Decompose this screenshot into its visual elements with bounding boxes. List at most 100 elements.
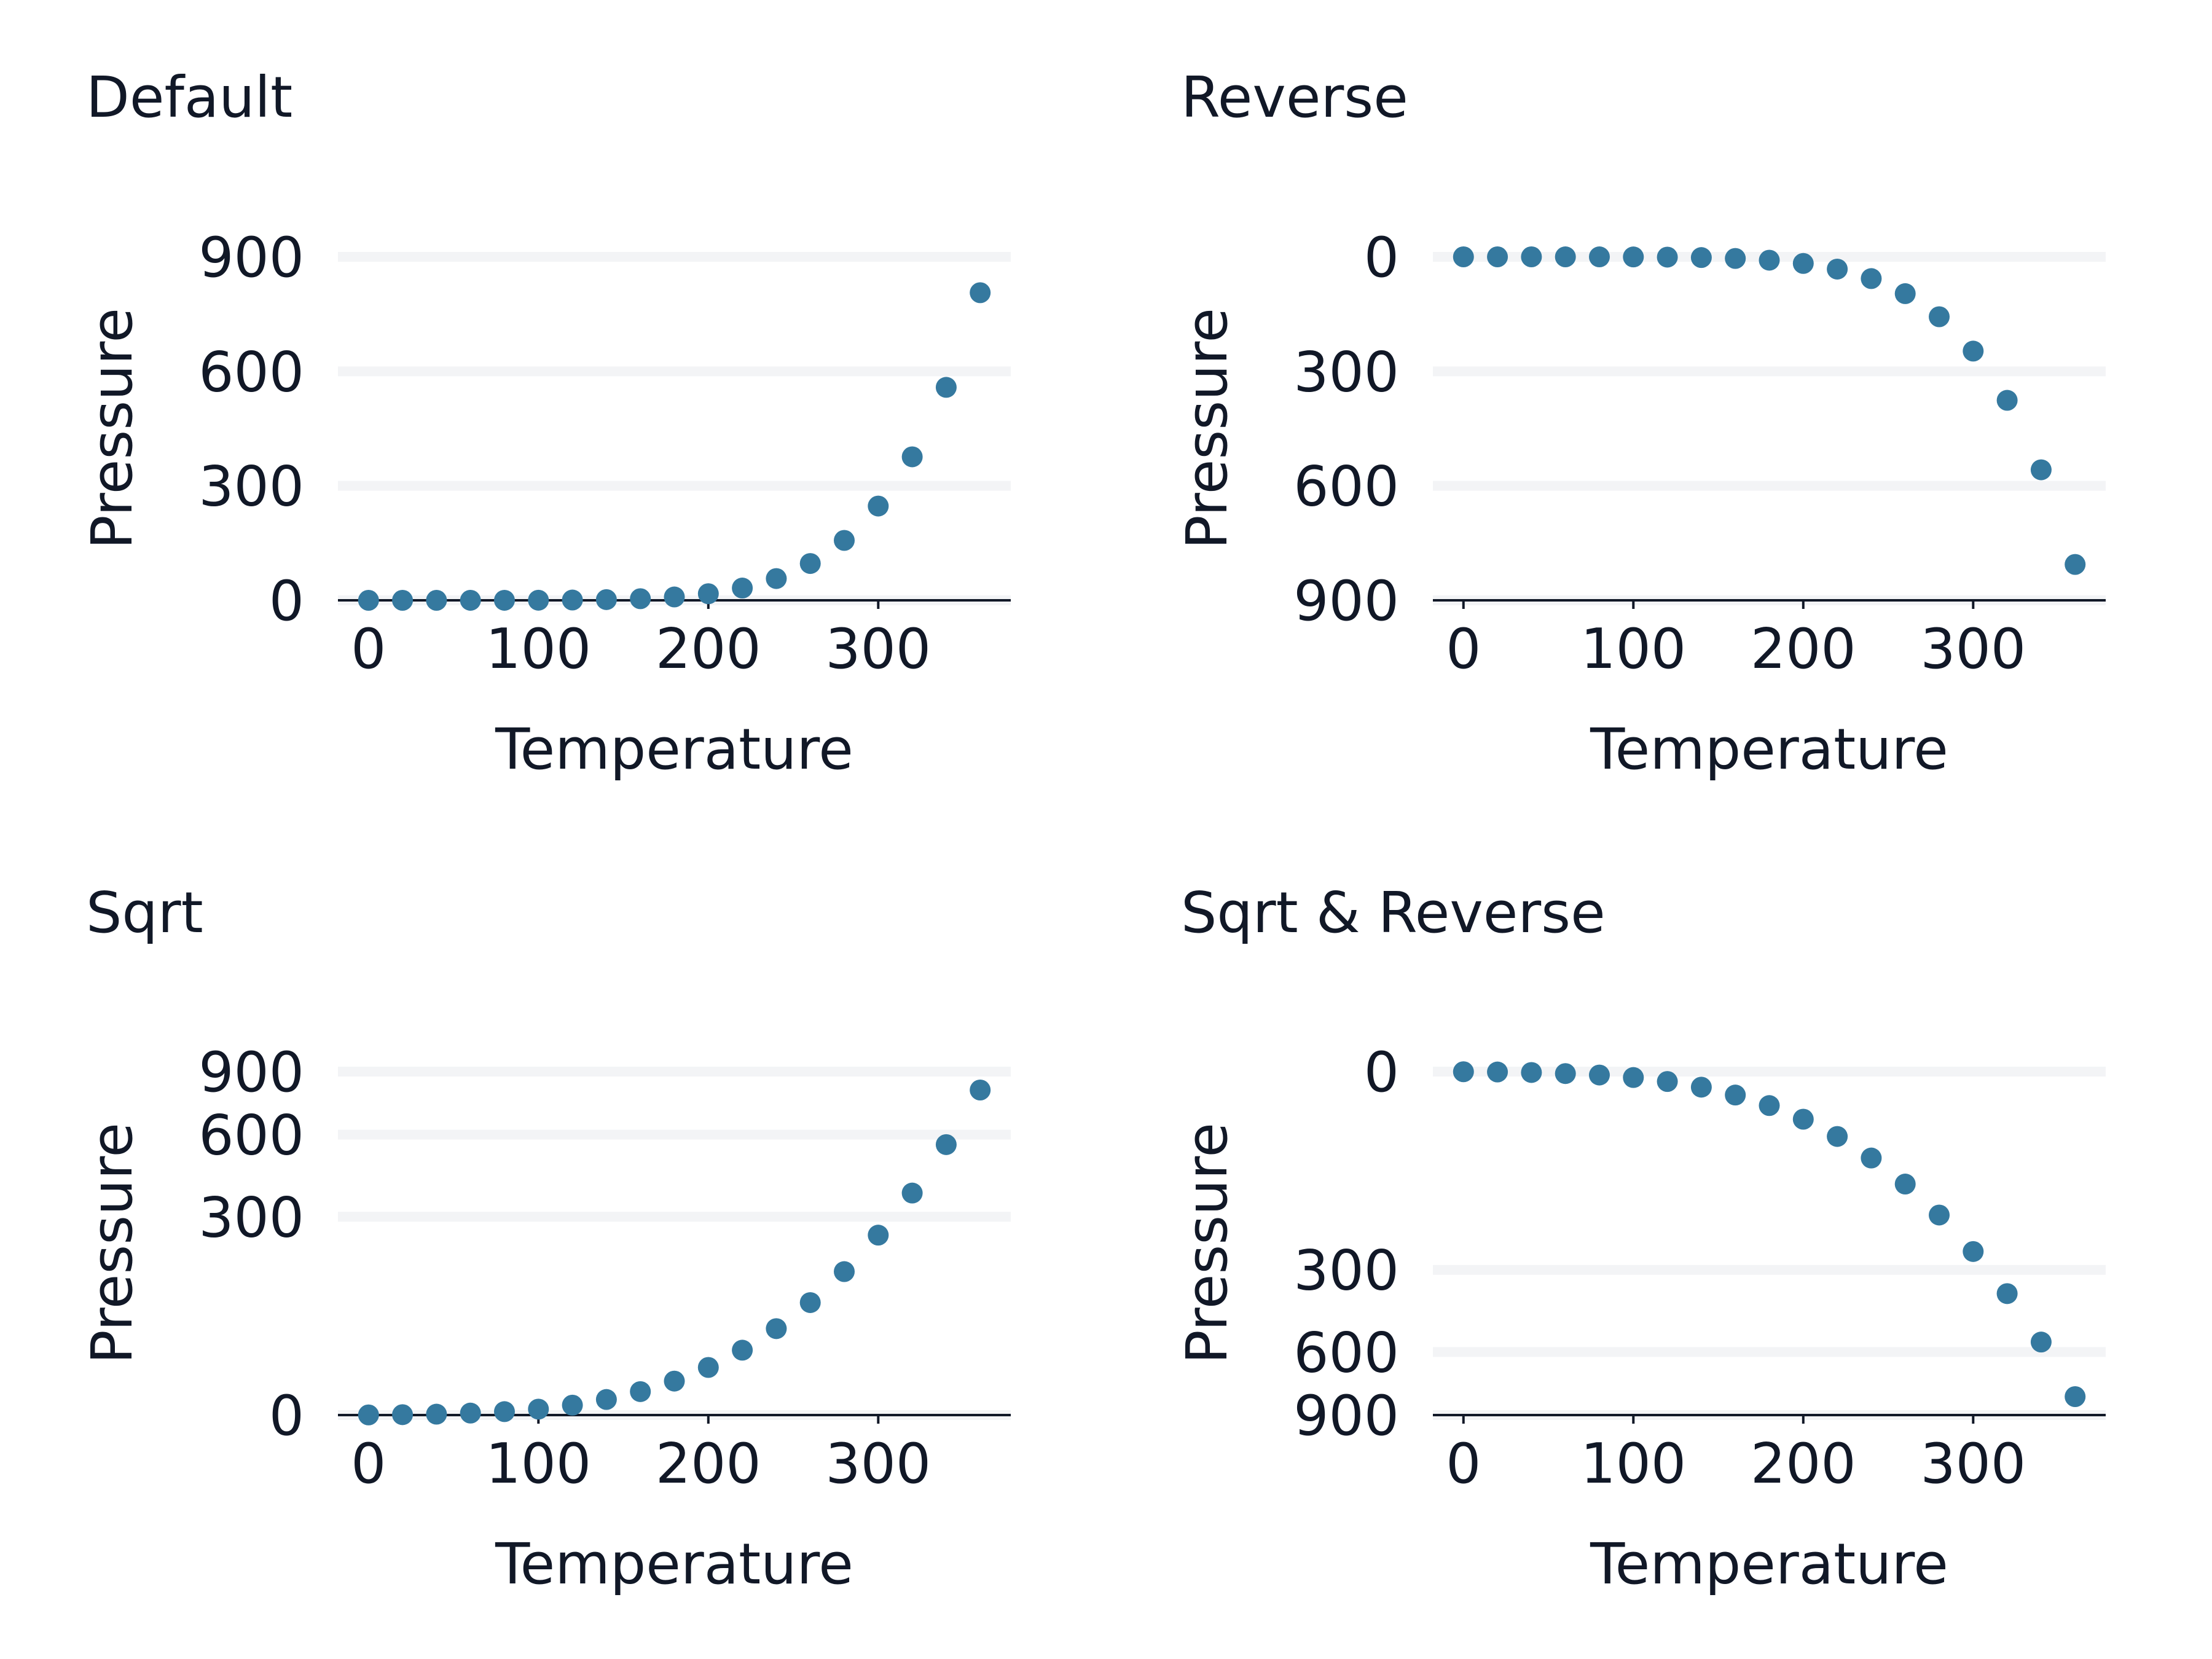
data-point bbox=[1929, 1204, 1950, 1226]
data-point bbox=[935, 377, 957, 398]
data-point bbox=[426, 1403, 447, 1425]
data-point bbox=[1487, 246, 1508, 268]
data-point bbox=[1623, 1067, 1644, 1088]
data-point bbox=[392, 589, 414, 611]
data-point bbox=[1929, 306, 1950, 327]
data-point bbox=[1623, 246, 1644, 268]
x-tick-label: 200 bbox=[656, 617, 761, 681]
chart-title: Sqrt bbox=[86, 880, 203, 946]
y-tick-label: 0 bbox=[269, 569, 304, 633]
chart-title: Sqrt & Reverse bbox=[1181, 880, 1606, 946]
data-point bbox=[1894, 1174, 1916, 1195]
x-tick-label: 100 bbox=[1580, 1432, 1686, 1496]
data-point bbox=[1690, 247, 1712, 269]
x-tick-label: 0 bbox=[1446, 617, 1481, 681]
data-point bbox=[1861, 268, 1882, 289]
y-tick-label: 300 bbox=[198, 1185, 304, 1250]
data-point bbox=[970, 282, 991, 304]
data-point bbox=[1690, 1077, 1712, 1098]
x-tick-label: 200 bbox=[1751, 1432, 1856, 1496]
chart-panel: Reverse 0 100 200 300 0 300 600 900 Temperature Pr… bbox=[1174, 65, 2106, 782]
y-tick-label: 900 bbox=[1293, 1384, 1399, 1448]
data-point bbox=[426, 589, 447, 611]
data-point bbox=[697, 1357, 719, 1378]
data-point bbox=[1555, 246, 1576, 268]
data-point bbox=[2065, 554, 2086, 575]
y-tick-label: 900 bbox=[198, 1040, 304, 1105]
data-point bbox=[970, 1079, 991, 1100]
y-tick-label: 300 bbox=[1293, 1239, 1399, 1303]
data-point bbox=[1963, 340, 1984, 362]
y-axis-label: Pressure bbox=[79, 308, 145, 549]
data-point bbox=[595, 589, 617, 610]
x-tick-label: 200 bbox=[1751, 617, 1856, 681]
data-point bbox=[562, 1394, 583, 1416]
x-tick-label: 300 bbox=[1920, 1432, 2026, 1496]
data-point bbox=[1453, 246, 1474, 268]
data-point bbox=[1657, 246, 1678, 268]
data-point bbox=[493, 1401, 515, 1422]
x-tick-label: 200 bbox=[656, 1432, 761, 1496]
data-point bbox=[562, 589, 583, 611]
data-point bbox=[460, 589, 481, 611]
x-tick-label: 300 bbox=[825, 617, 931, 681]
data-point bbox=[732, 1339, 753, 1361]
data-point bbox=[528, 589, 549, 611]
data-point bbox=[935, 1134, 957, 1155]
data-point bbox=[664, 1370, 685, 1392]
data-point bbox=[1487, 1061, 1508, 1083]
x-tick-label: 100 bbox=[1580, 617, 1686, 681]
data-point bbox=[697, 583, 719, 605]
data-point bbox=[1996, 390, 2018, 411]
data-point bbox=[766, 568, 787, 589]
y-axis-label: Pressure bbox=[79, 1123, 145, 1364]
data-point bbox=[834, 1261, 855, 1282]
data-point bbox=[595, 1389, 617, 1410]
data-point bbox=[901, 1182, 923, 1204]
y-tick-label: 600 bbox=[1293, 1320, 1399, 1385]
data-point bbox=[1792, 1108, 1814, 1130]
data-point bbox=[2030, 459, 2052, 480]
data-point bbox=[2030, 1332, 2052, 1353]
data-point bbox=[901, 446, 923, 468]
x-tick-label: 300 bbox=[825, 1432, 931, 1496]
data-point bbox=[2065, 1386, 2086, 1408]
data-point bbox=[834, 530, 855, 551]
data-point bbox=[868, 1225, 889, 1246]
data-point bbox=[1827, 258, 1848, 280]
data-point bbox=[1827, 1126, 1848, 1147]
data-point bbox=[1588, 246, 1610, 268]
data-point bbox=[1894, 283, 1916, 304]
x-tick-label: 100 bbox=[485, 617, 591, 681]
x-tick-label: 0 bbox=[351, 617, 386, 681]
data-point bbox=[1759, 1095, 1780, 1116]
x-axis-label: Temperature bbox=[1590, 1531, 1948, 1597]
data-point bbox=[358, 1404, 379, 1426]
x-tick-label: 300 bbox=[1920, 617, 2026, 681]
data-point bbox=[732, 578, 753, 599]
data-point bbox=[1555, 1063, 1576, 1084]
y-tick-label: 0 bbox=[1364, 1040, 1399, 1105]
data-point bbox=[868, 495, 889, 517]
y-tick-label: 300 bbox=[1293, 340, 1399, 404]
x-axis-label: Temperature bbox=[1590, 716, 1948, 782]
data-point bbox=[392, 1404, 414, 1426]
data-point bbox=[1759, 249, 1780, 271]
y-axis-label: Pressure bbox=[1174, 308, 1240, 549]
data-point bbox=[1725, 248, 1746, 269]
y-tick-label: 600 bbox=[198, 1104, 304, 1168]
y-tick-label: 300 bbox=[198, 455, 304, 519]
y-tick-label: 0 bbox=[1364, 226, 1399, 290]
data-point bbox=[664, 586, 685, 608]
data-point bbox=[799, 1292, 821, 1313]
y-tick-label: 900 bbox=[1293, 569, 1399, 633]
chart-title: Default bbox=[86, 65, 292, 130]
data-point bbox=[1521, 1062, 1542, 1083]
y-tick-label: 900 bbox=[198, 226, 304, 290]
x-axis-label: Temperature bbox=[495, 716, 853, 782]
data-point bbox=[1861, 1147, 1882, 1169]
data-point bbox=[1657, 1071, 1678, 1092]
data-point bbox=[493, 589, 515, 611]
